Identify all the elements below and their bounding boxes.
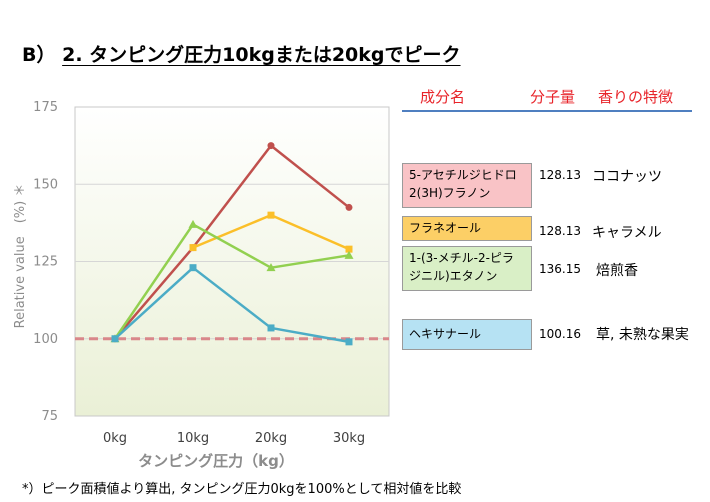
component-box-3: 1-(3-メチル-2-ピラジニル)エタノン	[402, 246, 532, 291]
x-tick-label: 10kg	[177, 431, 209, 446]
series-line-3	[113, 223, 350, 340]
x-axis-label: タンピング圧力（kg）	[138, 452, 294, 470]
component-name-2: フラネオール	[409, 221, 482, 235]
data-point	[188, 219, 198, 228]
title-text: 2. タンピング圧力10kgまたは20kgでピーク	[62, 44, 461, 66]
header-aroma: 香りの特徴	[598, 88, 674, 106]
component-box-2: フラネオール	[402, 216, 532, 241]
component-name-1: 5-アセチルジヒドロ2(3H)フラノン	[409, 168, 517, 200]
y-tick-label: 175	[33, 100, 58, 115]
component-name-4: ヘキサナール	[409, 327, 482, 341]
data-point	[189, 264, 197, 272]
mw-3: 136.15	[539, 262, 581, 276]
aroma-3: 焙煎香	[596, 263, 638, 279]
x-tick-label: 30kg	[333, 431, 365, 446]
data-point	[267, 324, 275, 332]
x-tick-label: 20kg	[255, 431, 287, 446]
y-tick-label: 75	[41, 409, 58, 424]
y-tick-label: 125	[33, 255, 58, 270]
x-tick-label: 0kg	[103, 431, 127, 446]
header-component: 成分名	[420, 88, 466, 106]
footnote: *）ピーク面積値より算出, タンピング圧力0kgを100%として相対値を比較	[22, 482, 462, 497]
component-name-3: 1-(3-メチル-2-ピラジニル)エタノン	[409, 251, 514, 283]
data-point	[345, 245, 353, 253]
slide-title: B） 2. タンピング圧力10kgまたは20kgでピーク	[22, 40, 461, 67]
aroma-4: 草, 未熟な果実	[596, 327, 689, 343]
aroma-2: キャラメル	[592, 225, 662, 241]
aroma-1: ココナッツ	[592, 169, 662, 185]
y-axis-label: Relative value (%) ＊	[13, 184, 28, 329]
line-chart: 75 100 125 150 175 0kg 10kg 20kg 30kg タンピング圧力（k…	[13, 100, 390, 470]
data-point	[111, 335, 119, 343]
header-rule	[402, 110, 692, 112]
data-point	[267, 142, 275, 150]
data-point	[344, 250, 354, 259]
mw-1: 128.13	[539, 168, 581, 182]
mw-4: 100.16	[539, 327, 581, 341]
data-point	[267, 211, 275, 219]
data-point	[266, 263, 276, 272]
component-box-1: 5-アセチルジヒドロ2(3H)フラノン	[402, 163, 532, 208]
data-point	[345, 338, 353, 346]
series-line-4	[114, 266, 350, 344]
title-prefix: B）	[22, 44, 56, 66]
y-tick-label: 100	[33, 332, 58, 347]
component-box-4: ヘキサナール	[402, 319, 532, 350]
header-mw: 分子量	[530, 88, 576, 106]
series-line-1	[114, 144, 350, 340]
mw-2: 128.13	[539, 224, 581, 238]
y-tick-label: 150	[33, 177, 58, 192]
data-point	[189, 244, 197, 252]
data-point	[345, 203, 353, 211]
